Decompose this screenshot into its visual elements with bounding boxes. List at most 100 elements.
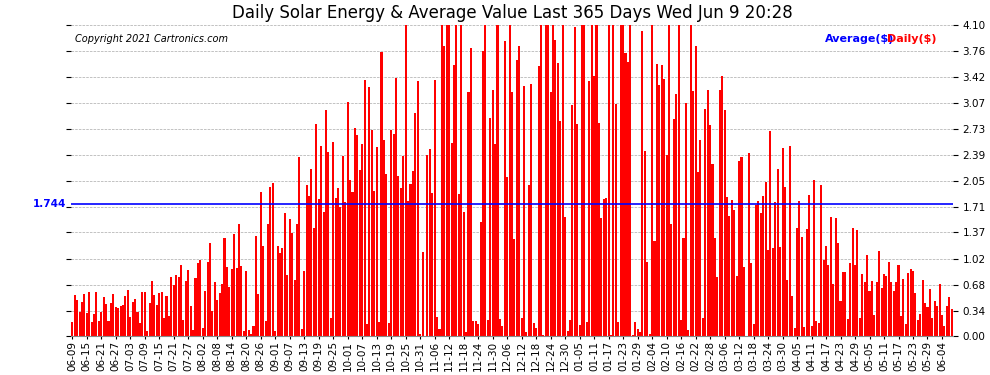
Bar <box>757 201 759 336</box>
Bar <box>704 109 706 336</box>
Bar <box>313 228 315 336</box>
Bar <box>185 281 187 336</box>
Bar <box>569 320 571 336</box>
Bar <box>702 318 704 336</box>
Bar <box>948 297 950 336</box>
Bar <box>78 312 80 336</box>
Bar <box>605 198 607 336</box>
Bar <box>791 296 793 336</box>
Bar <box>610 334 612 336</box>
Bar <box>291 232 293 336</box>
Bar <box>741 157 742 336</box>
Bar <box>318 199 320 336</box>
Bar <box>915 293 917 336</box>
Bar <box>506 177 508 336</box>
Bar <box>731 200 733 336</box>
Bar <box>86 313 88 336</box>
Bar <box>393 134 395 336</box>
Bar <box>448 25 450 336</box>
Bar <box>351 192 353 336</box>
Bar <box>155 305 157 336</box>
Bar <box>397 176 399 336</box>
Bar <box>734 210 736 336</box>
Bar <box>945 306 947 336</box>
Bar <box>820 185 823 336</box>
Bar <box>112 294 115 336</box>
Bar <box>337 189 339 336</box>
Bar <box>450 143 452 336</box>
Bar <box>100 312 102 336</box>
Bar <box>342 156 344 336</box>
Bar <box>214 282 216 336</box>
Bar <box>898 266 900 336</box>
Bar <box>250 334 252 336</box>
Bar <box>707 90 709 336</box>
Bar <box>335 198 337 336</box>
Bar <box>910 269 912 336</box>
Bar <box>721 76 723 336</box>
Bar <box>177 277 179 336</box>
Bar <box>544 25 546 336</box>
Bar <box>943 326 945 336</box>
Bar <box>566 332 568 336</box>
Bar <box>796 228 798 336</box>
Bar <box>687 330 689 336</box>
Bar <box>789 146 791 336</box>
Bar <box>158 293 160 336</box>
Bar <box>259 192 261 336</box>
Bar <box>907 273 909 336</box>
Bar <box>762 196 764 336</box>
Bar <box>197 263 199 336</box>
Bar <box>675 94 677 336</box>
Bar <box>549 92 551 336</box>
Bar <box>366 324 368 336</box>
Bar <box>940 315 943 336</box>
Bar <box>371 130 373 336</box>
Bar <box>888 261 890 336</box>
Bar <box>378 322 380 336</box>
Bar <box>920 314 922 336</box>
Bar <box>625 53 627 336</box>
Bar <box>823 260 825 336</box>
Bar <box>615 104 617 336</box>
Bar <box>301 329 303 336</box>
Bar <box>323 212 325 336</box>
Bar <box>950 309 952 336</box>
Bar <box>417 81 419 336</box>
Bar <box>434 80 436 336</box>
Bar <box>460 25 462 336</box>
Bar <box>199 260 201 336</box>
Bar <box>212 310 214 336</box>
Bar <box>402 156 404 336</box>
Bar <box>73 294 75 336</box>
Text: 1.744: 1.744 <box>34 199 66 209</box>
Bar <box>578 325 581 336</box>
Bar <box>144 292 146 336</box>
Bar <box>858 318 861 336</box>
Bar <box>690 26 692 336</box>
Bar <box>272 183 274 336</box>
Bar <box>680 320 682 336</box>
Bar <box>742 267 744 336</box>
Bar <box>685 103 687 336</box>
Bar <box>328 153 330 336</box>
Bar <box>172 285 175 336</box>
Bar <box>108 321 110 336</box>
Bar <box>665 155 667 336</box>
Bar <box>596 25 598 336</box>
Bar <box>207 262 209 336</box>
Bar <box>148 303 150 336</box>
Bar <box>656 64 658 336</box>
Bar <box>202 328 204 336</box>
Bar <box>835 217 837 336</box>
Bar <box>561 25 563 336</box>
Bar <box>514 239 516 336</box>
Bar <box>147 330 148 336</box>
Bar <box>484 25 486 336</box>
Bar <box>289 219 291 336</box>
Bar <box>168 316 170 336</box>
Bar <box>813 180 815 336</box>
Bar <box>747 153 749 336</box>
Bar <box>538 66 540 336</box>
Bar <box>588 81 590 336</box>
